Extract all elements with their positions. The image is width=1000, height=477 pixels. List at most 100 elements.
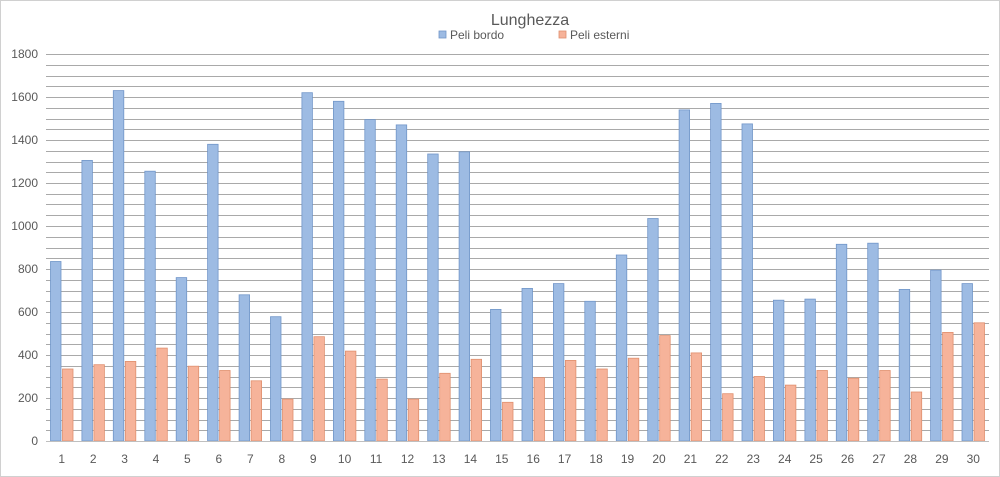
x-tick-label: 27	[872, 452, 886, 466]
x-tick-label: 10	[338, 452, 352, 466]
bar-peli-esterni	[785, 384, 797, 442]
bar-peli-esterni	[62, 368, 74, 442]
legend: Peli bordo Peli esterni	[438, 28, 629, 42]
bar-peli-bordo	[395, 124, 408, 442]
x-tick-label: 23	[747, 452, 761, 466]
x-axis: 1 2 3 4 5 6 7 8 9 10 11 12 13 14 15 16 17 18 19 20 21 22 23 24 2…	[46, 441, 989, 466]
bar-peli-esterni	[659, 335, 671, 442]
bar-peli-esterni	[565, 359, 577, 442]
y-axis: 0 200 400 600 800 1000 1200 1400 1600 1800	[11, 47, 38, 448]
bar-peli-esterni	[942, 331, 954, 442]
bar-peli-esterni	[124, 360, 137, 442]
y-tick-label: 800	[18, 262, 38, 276]
y-tick-label: 400	[18, 348, 38, 362]
bar-peli-esterni	[753, 376, 765, 442]
x-tick-label: 24	[778, 452, 792, 466]
y-tick-label: 1200	[11, 176, 38, 190]
bar-peli-bordo	[301, 92, 313, 442]
bar-peli-esterni	[973, 322, 985, 442]
bar-peli-esterni	[187, 365, 200, 442]
bar-peli-bordo	[490, 308, 502, 442]
bars	[50, 90, 985, 442]
bar-peli-esterni	[439, 372, 451, 442]
y-tick-label: 1800	[11, 47, 38, 61]
x-tick-label: 15	[495, 452, 509, 466]
bar-peli-bordo	[961, 283, 973, 442]
bar-peli-esterni	[533, 377, 545, 442]
y-tick-label: 200	[18, 391, 38, 405]
x-tick-label: 4	[153, 452, 160, 466]
bar-peli-esterni	[502, 401, 514, 442]
x-tick-label: 3	[121, 452, 128, 466]
bar-peli-esterni	[376, 378, 388, 442]
bar-peli-bordo	[364, 119, 376, 442]
x-tick-label: 28	[904, 452, 918, 466]
bar-peli-bordo	[332, 100, 345, 442]
y-tick-label: 1600	[11, 90, 38, 104]
bar-peli-esterni	[219, 370, 231, 442]
x-tick-label: 7	[247, 452, 254, 466]
bar-peli-bordo	[710, 103, 722, 442]
bar-peli-esterni	[313, 336, 325, 442]
bar-peli-bordo	[584, 300, 596, 442]
x-tick-label: 26	[841, 452, 855, 466]
bar-peli-bordo	[50, 261, 62, 442]
x-tick-label: 16	[527, 452, 541, 466]
x-tick-label: 8	[278, 452, 285, 466]
x-tick-label: 25	[809, 452, 823, 466]
bar-peli-esterni	[879, 370, 891, 442]
x-tick-label: 18	[589, 452, 603, 466]
bar-peli-esterni	[407, 398, 420, 442]
bar-peli-esterni	[816, 370, 828, 442]
bar-peli-bordo	[678, 109, 690, 442]
y-tick-label: 600	[18, 305, 38, 319]
x-tick-label: 17	[558, 452, 572, 466]
legend-label-peli-bordo: Peli bordo	[450, 28, 504, 42]
x-tick-label: 6	[216, 452, 223, 466]
bar-peli-esterni	[722, 393, 734, 442]
bar-peli-esterni	[910, 391, 923, 442]
bar-peli-bordo	[804, 298, 816, 442]
x-tick-label: 30	[967, 452, 981, 466]
bar-peli-esterni	[470, 358, 483, 442]
bar-peli-esterni	[847, 377, 860, 442]
bar-peli-bordo	[615, 254, 628, 442]
bar-peli-bordo	[773, 299, 785, 442]
bar-peli-esterni	[690, 352, 702, 442]
bar-peli-esterni	[627, 357, 640, 442]
x-tick-label: 2	[90, 452, 97, 466]
bar-peli-esterni	[344, 350, 357, 442]
x-tick-label: 12	[401, 452, 415, 466]
legend-label-peli-esterni: Peli esterni	[570, 28, 629, 42]
bar-peli-bordo	[867, 242, 879, 442]
bar-peli-bordo	[741, 123, 753, 442]
bar-peli-bordo	[270, 316, 282, 442]
legend-swatch-peli-esterni	[558, 30, 567, 39]
y-tick-label: 1000	[11, 219, 38, 233]
x-tick-label: 11	[370, 452, 383, 466]
bar-peli-esterni	[596, 368, 608, 442]
x-tick-label: 21	[684, 452, 698, 466]
x-tick-label: 5	[184, 452, 191, 466]
x-tick-label: 13	[432, 452, 446, 466]
x-tick-label: 20	[652, 452, 666, 466]
bar-peli-bordo	[553, 283, 565, 442]
bar-peli-bordo	[112, 90, 125, 442]
bar-peli-bordo	[521, 287, 533, 442]
y-tick-label: 1400	[11, 133, 38, 147]
bar-peli-esterni	[93, 364, 105, 442]
x-tick-label: 9	[310, 452, 317, 466]
bar-peli-bordo	[175, 277, 188, 442]
bar-peli-bordo	[238, 294, 251, 442]
gridlines	[46, 54, 989, 431]
bar-peli-bordo	[81, 159, 93, 442]
x-tick-label: 19	[621, 452, 635, 466]
x-tick-label: 14	[464, 452, 478, 466]
bar-peli-bordo	[144, 170, 156, 442]
legend-swatch-peli-bordo	[438, 30, 447, 39]
bar-peli-esterni	[156, 347, 168, 442]
x-tick-label: 22	[715, 452, 729, 466]
bar-peli-bordo	[930, 269, 942, 442]
x-tick-label: 29	[935, 452, 949, 466]
